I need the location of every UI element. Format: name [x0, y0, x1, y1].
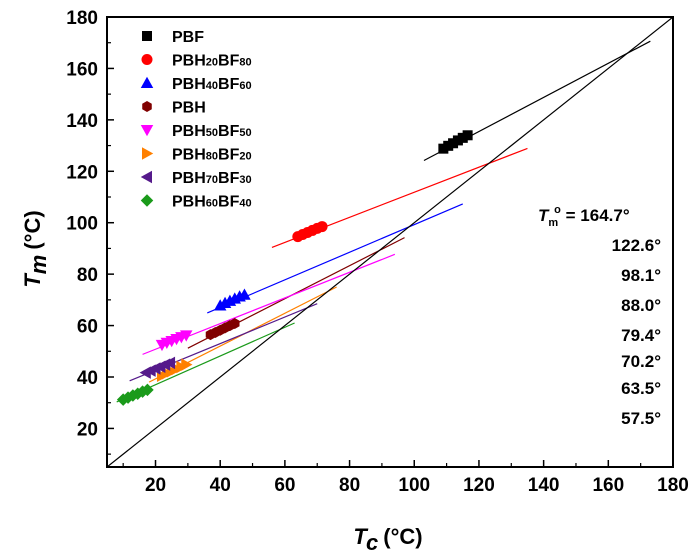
data-point-pbh40bf60	[238, 288, 251, 300]
tm0-value: 70.2°	[621, 352, 661, 371]
legend-label-pbh80bf20: PBH80BF20	[172, 147, 252, 164]
x-axis-title: Tc (°C)	[353, 524, 422, 555]
data-point-pbf	[462, 130, 473, 141]
plot-frame	[106, 16, 674, 468]
tm0-value: 63.5°	[621, 379, 661, 398]
x-tick-label: 120	[463, 475, 495, 496]
tm0-value: 57.5°	[621, 409, 661, 428]
data-point-pbh20bf80	[316, 221, 328, 233]
legend-label-pbh20bf80: PBH20BF80	[172, 53, 252, 70]
legend: PBF PBH20BF80 PBH40BF60 PBH PBH50BF50 PBH80BF…	[140, 29, 252, 211]
y-tick-label: 40	[77, 368, 98, 389]
tm0-symbol: T	[538, 206, 550, 225]
legend-label-pbh50bf50: PBH50BF50	[172, 123, 252, 140]
legend-marker-pbh	[142, 101, 152, 112]
tm0-value: 79.4°	[621, 326, 661, 345]
x-tick-label: 100	[398, 475, 430, 496]
legend-label-pbh60bf40: PBH60BF40	[172, 194, 252, 211]
y-tick-label: 180	[66, 8, 98, 29]
x-axis-unit: (°C)	[383, 524, 422, 549]
x-tick-label: 40	[210, 475, 231, 496]
tm0-subscript: m	[548, 217, 558, 229]
legend-label-pbh70bf30: PBH70BF30	[172, 170, 252, 187]
legend-marker-pbh60bf40	[140, 194, 154, 207]
x-axis-symbol: T	[353, 524, 368, 549]
y-tick-label: 20	[77, 419, 98, 440]
data-markers	[116, 130, 473, 406]
legend-marker-pbh70bf30	[140, 170, 152, 184]
y-tick-label: 120	[66, 162, 98, 183]
data-point-pbh	[229, 318, 240, 330]
legend-marker-pbf	[142, 31, 152, 41]
tm0-value: 122.6°	[612, 236, 662, 255]
tm0-value: 98.1°	[621, 266, 661, 285]
x-tick-label: 180	[657, 475, 689, 496]
y-tick-label: 160	[66, 59, 98, 80]
legend-label-pbh: PBH	[172, 100, 206, 117]
data-point-pbh60bf40	[116, 393, 130, 406]
y-tick-label: 60	[77, 317, 98, 338]
legend-marker-pbh50bf50	[140, 125, 154, 137]
x-tick-label: 140	[528, 475, 560, 496]
y-axis-symbol: T	[20, 273, 45, 288]
x-tick-label: 160	[592, 475, 624, 496]
tm0-superscript: o	[554, 204, 561, 216]
tm0-value: 88.0°	[621, 296, 661, 315]
x-tick-label: 20	[145, 475, 166, 496]
tm0-equals: =	[561, 206, 580, 225]
data-point-pbh80bf20	[181, 358, 193, 371]
tm0-value: 164.7°	[580, 206, 630, 225]
y-axis-title: Tm (°C)	[20, 210, 51, 287]
data-point-pbh50bf50	[179, 330, 193, 342]
x-tick-label: 80	[339, 475, 360, 496]
legend-label-pbh40bf60: PBH40BF60	[172, 76, 252, 93]
tm0-label: Tmo = 164.7°	[538, 204, 630, 229]
legend-marker-pbh80bf20	[142, 147, 154, 160]
legend-label-pbf: PBF	[172, 29, 204, 46]
y-tick-label: 100	[66, 214, 98, 235]
identity-line	[107, 17, 673, 467]
axis-ticks: 20 40 60 80 100 120 140 160 180 20 40 60 80 100 120 140…	[66, 8, 689, 496]
y-tick-label: 80	[77, 265, 98, 286]
legend-marker-pbh20bf80	[141, 54, 153, 65]
y-axis-subscript: m	[26, 255, 51, 275]
x-axis-subscript: c	[366, 530, 378, 555]
tm0-annotations: Tmo = 164.7° 122.6° 98.1° 88.0° 79.4° 70…	[538, 204, 661, 428]
data-point-pbh60bf40	[141, 383, 154, 397]
fit-line-pbh40bf60	[207, 203, 464, 314]
y-axis-unit: (°C)	[20, 210, 45, 249]
data-point-pbh70bf30	[163, 356, 176, 370]
legend-marker-pbh40bf60	[140, 76, 154, 88]
y-tick-label: 140	[66, 111, 98, 132]
x-tick-label: 60	[274, 475, 295, 496]
